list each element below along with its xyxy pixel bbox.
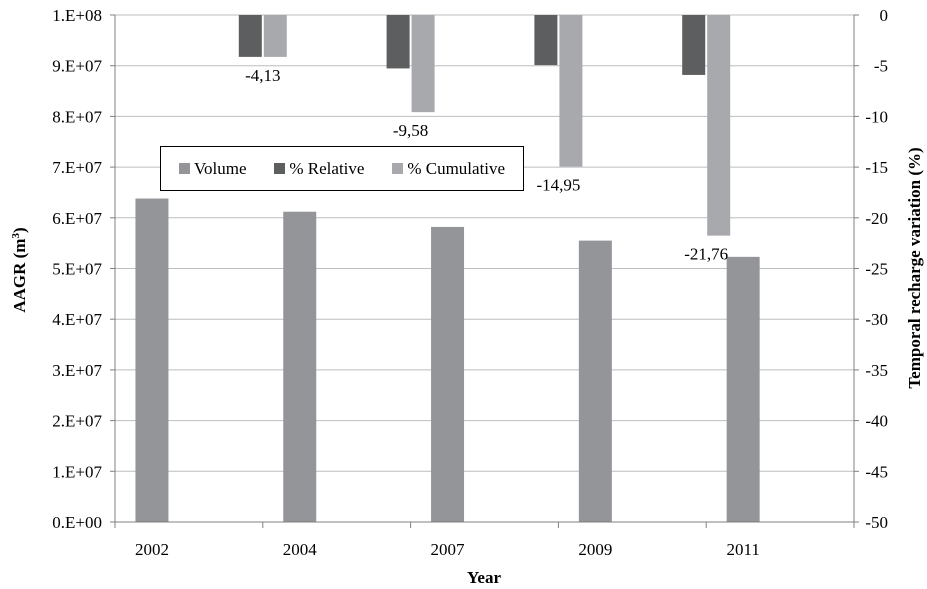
- left-tick-label: 1.E+08: [52, 6, 102, 25]
- axes-layer: [110, 14, 859, 528]
- x-tick-label: 2007: [431, 540, 466, 559]
- relative-bar: [386, 15, 410, 69]
- relative-bar: [534, 15, 558, 66]
- left-axis-title-close: ): [10, 227, 29, 233]
- right-tick-label: -30: [865, 310, 888, 329]
- right-tick-label: -50: [865, 513, 888, 532]
- legend-swatch-relative: [274, 163, 286, 174]
- left-tick-label: 1.E+07: [52, 462, 102, 481]
- right-tick-label: 0: [880, 6, 889, 25]
- right-tick-label: -20: [865, 209, 888, 228]
- left-axis-title: AAGR (m3): [10, 227, 29, 312]
- right-axis-title: Temporal recharge variation (%): [905, 147, 924, 388]
- relative-bar: [238, 15, 262, 57]
- cumulative-data-label: -4,13: [245, 66, 280, 85]
- right-tick-label: -25: [865, 260, 888, 279]
- left-tick-label: 5.E+07: [52, 260, 102, 279]
- left-tick-label: 6.E+07: [52, 209, 102, 228]
- volume-bar: [283, 211, 317, 522]
- legend-label-volume: Volume: [193, 158, 247, 178]
- legend-item-volume: Volume: [178, 158, 247, 179]
- volume-bar: [578, 240, 612, 523]
- tick-labels: 0.E+00 1.E+07 2.E+07 3.E+07 4.E+07 5.E+07 6.E+…: [52, 6, 888, 559]
- left-tick-label: 7.E+07: [52, 158, 102, 177]
- right-tick-label: -40: [865, 412, 888, 431]
- cumulative-data-label: -14,95: [536, 176, 580, 195]
- cumulative-data-label: -21,76: [684, 245, 728, 264]
- x-tick-label: 2002: [135, 540, 169, 559]
- gridlines: [115, 14, 854, 523]
- legend-swatch-cumulative: [392, 163, 404, 174]
- volume-bar: [726, 256, 760, 522]
- legend: Volume % Relative % Cumulative: [160, 146, 524, 191]
- legend-item-cumulative: % Cumulative: [392, 159, 505, 179]
- legend-label-relative: % Relative: [289, 158, 365, 178]
- left-tick-label: 9.E+07: [52, 57, 102, 76]
- left-tick-label: 3.E+07: [52, 361, 102, 380]
- cumulative-bar: [411, 15, 435, 113]
- left-tick-label: 8.E+07: [52, 107, 102, 126]
- cumulative-data-label: -9,58: [393, 121, 428, 140]
- x-axis-title: Year: [467, 568, 501, 587]
- left-axis-title-main: AAGR (m: [10, 239, 29, 313]
- legend-label-cumulative: % Cumulative: [407, 158, 506, 178]
- volume-bar: [431, 226, 465, 522]
- cumulative-bar: [707, 15, 731, 236]
- right-tick-label: -10: [865, 107, 888, 126]
- right-tick-label: -15: [865, 158, 888, 177]
- left-tick-label: 4.E+07: [52, 310, 102, 329]
- relative-bar: [682, 15, 706, 75]
- right-tick-label: -45: [865, 462, 888, 481]
- right-tick-label: -35: [865, 361, 888, 380]
- data-labels: -4,13 -9,58 -14,95 -21,76: [245, 66, 728, 264]
- cumulative-bar: [263, 15, 287, 57]
- legend-swatch-volume: [178, 163, 190, 174]
- left-axis-title-sup: 3: [10, 233, 22, 239]
- x-tick-label: 2011: [726, 540, 759, 559]
- left-tick-label: 2.E+07: [52, 412, 102, 431]
- legend-item-relative: % Relative: [274, 159, 364, 179]
- volume-bar: [135, 198, 169, 522]
- bars-layer: [135, 15, 760, 523]
- left-tick-label: 0.E+00: [52, 513, 102, 532]
- x-tick-label: 2004: [283, 540, 318, 559]
- right-tick-label: -5: [874, 57, 888, 76]
- cumulative-bar: [559, 15, 583, 167]
- x-tick-label: 2009: [578, 540, 612, 559]
